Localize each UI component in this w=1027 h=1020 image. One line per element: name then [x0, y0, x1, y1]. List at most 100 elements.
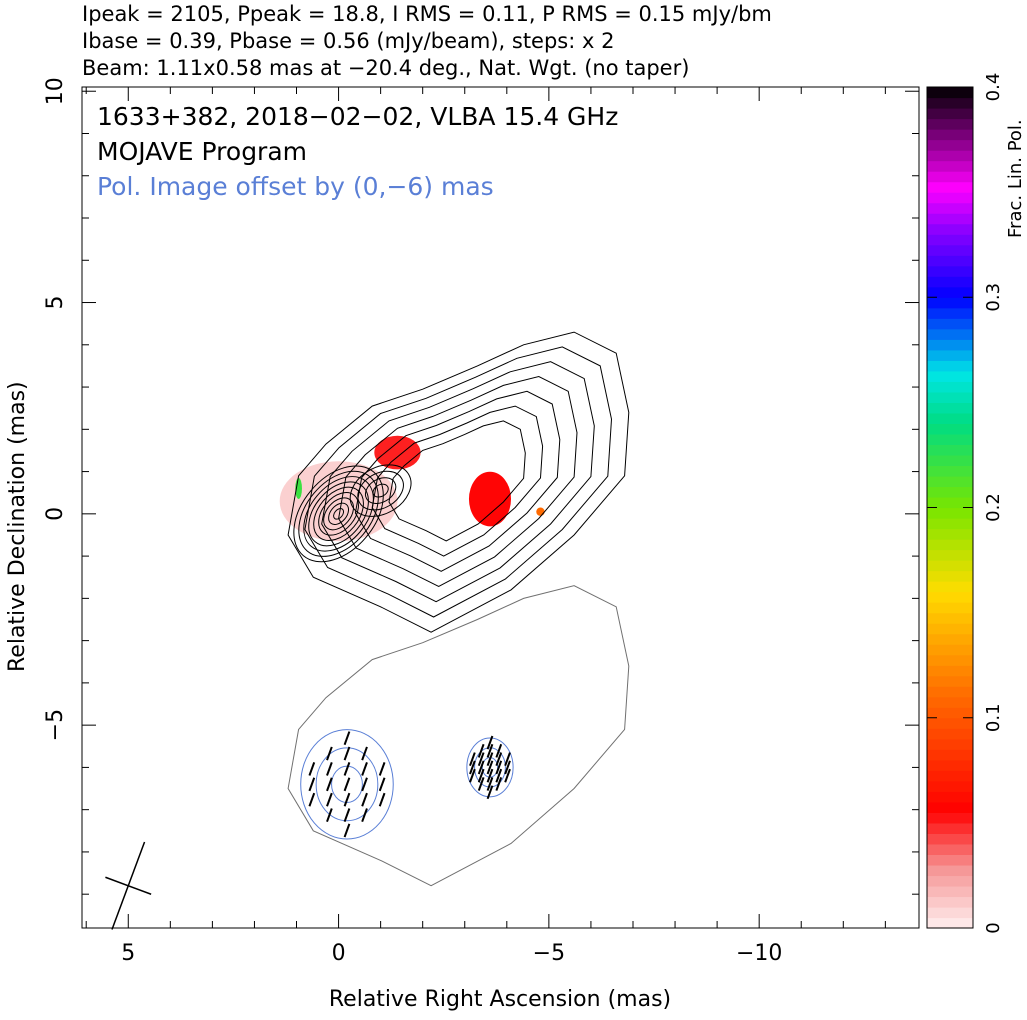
evpa-vector	[486, 785, 494, 800]
colorbar-swatch	[927, 644, 973, 656]
colorbar-swatch	[927, 465, 973, 477]
colorbar-swatch	[927, 97, 973, 109]
y-tick-label: 0	[43, 507, 68, 521]
colorbar-swatch	[927, 633, 973, 645]
colorbar-swatch	[927, 223, 973, 235]
evpa-vector	[504, 752, 511, 767]
evpa-vector	[343, 762, 351, 776]
colorbar-swatch	[927, 202, 973, 214]
evpa-vector	[343, 731, 351, 746]
evpa-vector	[326, 777, 333, 792]
evpa-vector	[326, 746, 333, 761]
colorbar-swatch	[927, 328, 973, 340]
evpa-vector	[477, 768, 485, 783]
evpa-vector	[486, 768, 494, 783]
colorbar-swatch	[927, 349, 973, 361]
intensity-contour	[354, 390, 561, 572]
header-peak-line: Ipeak = 2105, Ppeak = 18.8, I RMS = 0.11…	[82, 2, 772, 26]
evpa-vector	[361, 792, 368, 807]
intensity-contour	[287, 331, 630, 633]
colorbar-swatch	[927, 108, 973, 120]
evpa-vector	[326, 808, 333, 822]
evpa-vector	[486, 743, 494, 758]
colorbar-swatch	[927, 728, 973, 740]
evpa-vector	[477, 760, 485, 775]
colorbar-swatch	[927, 307, 973, 319]
colorbar-swatch	[927, 591, 973, 603]
colorbar-swatch	[927, 160, 973, 172]
core-contour	[357, 470, 404, 511]
colorbar-swatch	[927, 244, 973, 256]
y-tick-label: 5	[43, 296, 68, 310]
colorbar-swatch	[927, 812, 973, 824]
y-tick-label: −5	[43, 709, 68, 741]
evpa-vector	[477, 752, 485, 767]
colorbar-swatch	[927, 118, 973, 130]
colorbar-swatch	[927, 528, 973, 540]
colorbar-swatch	[927, 444, 973, 456]
colorbar-swatch	[927, 213, 973, 225]
colorbar-swatch	[927, 707, 973, 719]
evpa-vector	[343, 792, 351, 807]
evpa-vector	[361, 777, 368, 792]
x-tick-label: 0	[332, 941, 346, 966]
fractional-pol-region	[468, 471, 512, 527]
colorbar-swatch	[927, 486, 973, 498]
colorbar-swatch	[927, 822, 973, 834]
colorbar-swatch	[927, 381, 973, 393]
colorbar-swatch	[927, 549, 973, 561]
colorbar-swatch	[927, 791, 973, 803]
evpa-vector	[326, 762, 333, 776]
intensity-contour	[338, 375, 578, 588]
colorbar-swatch	[927, 560, 973, 572]
colorbar-swatch	[927, 391, 973, 403]
colorbar-swatch	[927, 864, 973, 877]
colorbar-swatch	[927, 181, 973, 193]
colorbar-swatch	[927, 171, 973, 183]
evpa-vector	[343, 777, 351, 792]
colorbar-swatch	[927, 412, 973, 424]
colorbar-swatch	[927, 654, 973, 666]
colorbar-swatch	[927, 917, 973, 929]
colorbar-swatch	[927, 297, 973, 309]
pol-contour	[300, 729, 394, 840]
colorbar-swatch	[927, 518, 973, 530]
y-axis-label: Relative Declination (mas)	[5, 381, 30, 672]
evpa-vector	[495, 752, 503, 767]
colorbar-swatch	[927, 507, 973, 519]
evpa-vector	[495, 777, 503, 791]
colorbar-swatch	[927, 129, 973, 141]
colorbar-tick-label: 0.4	[983, 73, 1004, 102]
colorbar-swatch	[927, 780, 973, 792]
evpa-vector	[477, 777, 485, 791]
fractional-pol-region	[536, 507, 545, 516]
core-contour	[333, 508, 345, 520]
core-contour	[313, 486, 364, 541]
colorbar-tick-label: 0.3	[983, 283, 1004, 312]
colorbar-swatch	[927, 770, 973, 782]
colorbar-swatch	[927, 602, 973, 614]
colorbar-swatch	[927, 612, 973, 624]
evpa-vector	[378, 792, 386, 807]
evpa-vector	[486, 777, 494, 791]
colorbar-swatch	[927, 234, 973, 246]
colorbar-swatch	[927, 496, 973, 509]
colorbar-swatch	[927, 896, 973, 908]
colorbar-swatch	[927, 87, 973, 99]
colorbar-label: Frac. Lin. Pol.	[1005, 119, 1026, 238]
colorbar-swatch	[927, 906, 973, 919]
colorbar-swatch	[927, 192, 973, 204]
header-beam-line: Beam: 1.11x0.58 mas at −20.4 deg., Nat. …	[82, 56, 690, 80]
x-axis-label: Relative Right Ascension (mas)	[328, 987, 672, 1012]
pol-contour	[315, 747, 379, 822]
colorbar-swatch	[927, 318, 973, 330]
colorbar-swatch	[927, 581, 973, 593]
intensity-contour	[321, 361, 595, 603]
pol-contour	[474, 747, 506, 788]
evpa-vector	[486, 760, 494, 775]
colorbar-swatch	[927, 265, 973, 277]
evpa-vector	[469, 760, 476, 775]
x-tick-label: −5	[533, 941, 565, 966]
colorbar-swatch	[927, 276, 973, 288]
colorbar-swatch	[927, 570, 973, 582]
